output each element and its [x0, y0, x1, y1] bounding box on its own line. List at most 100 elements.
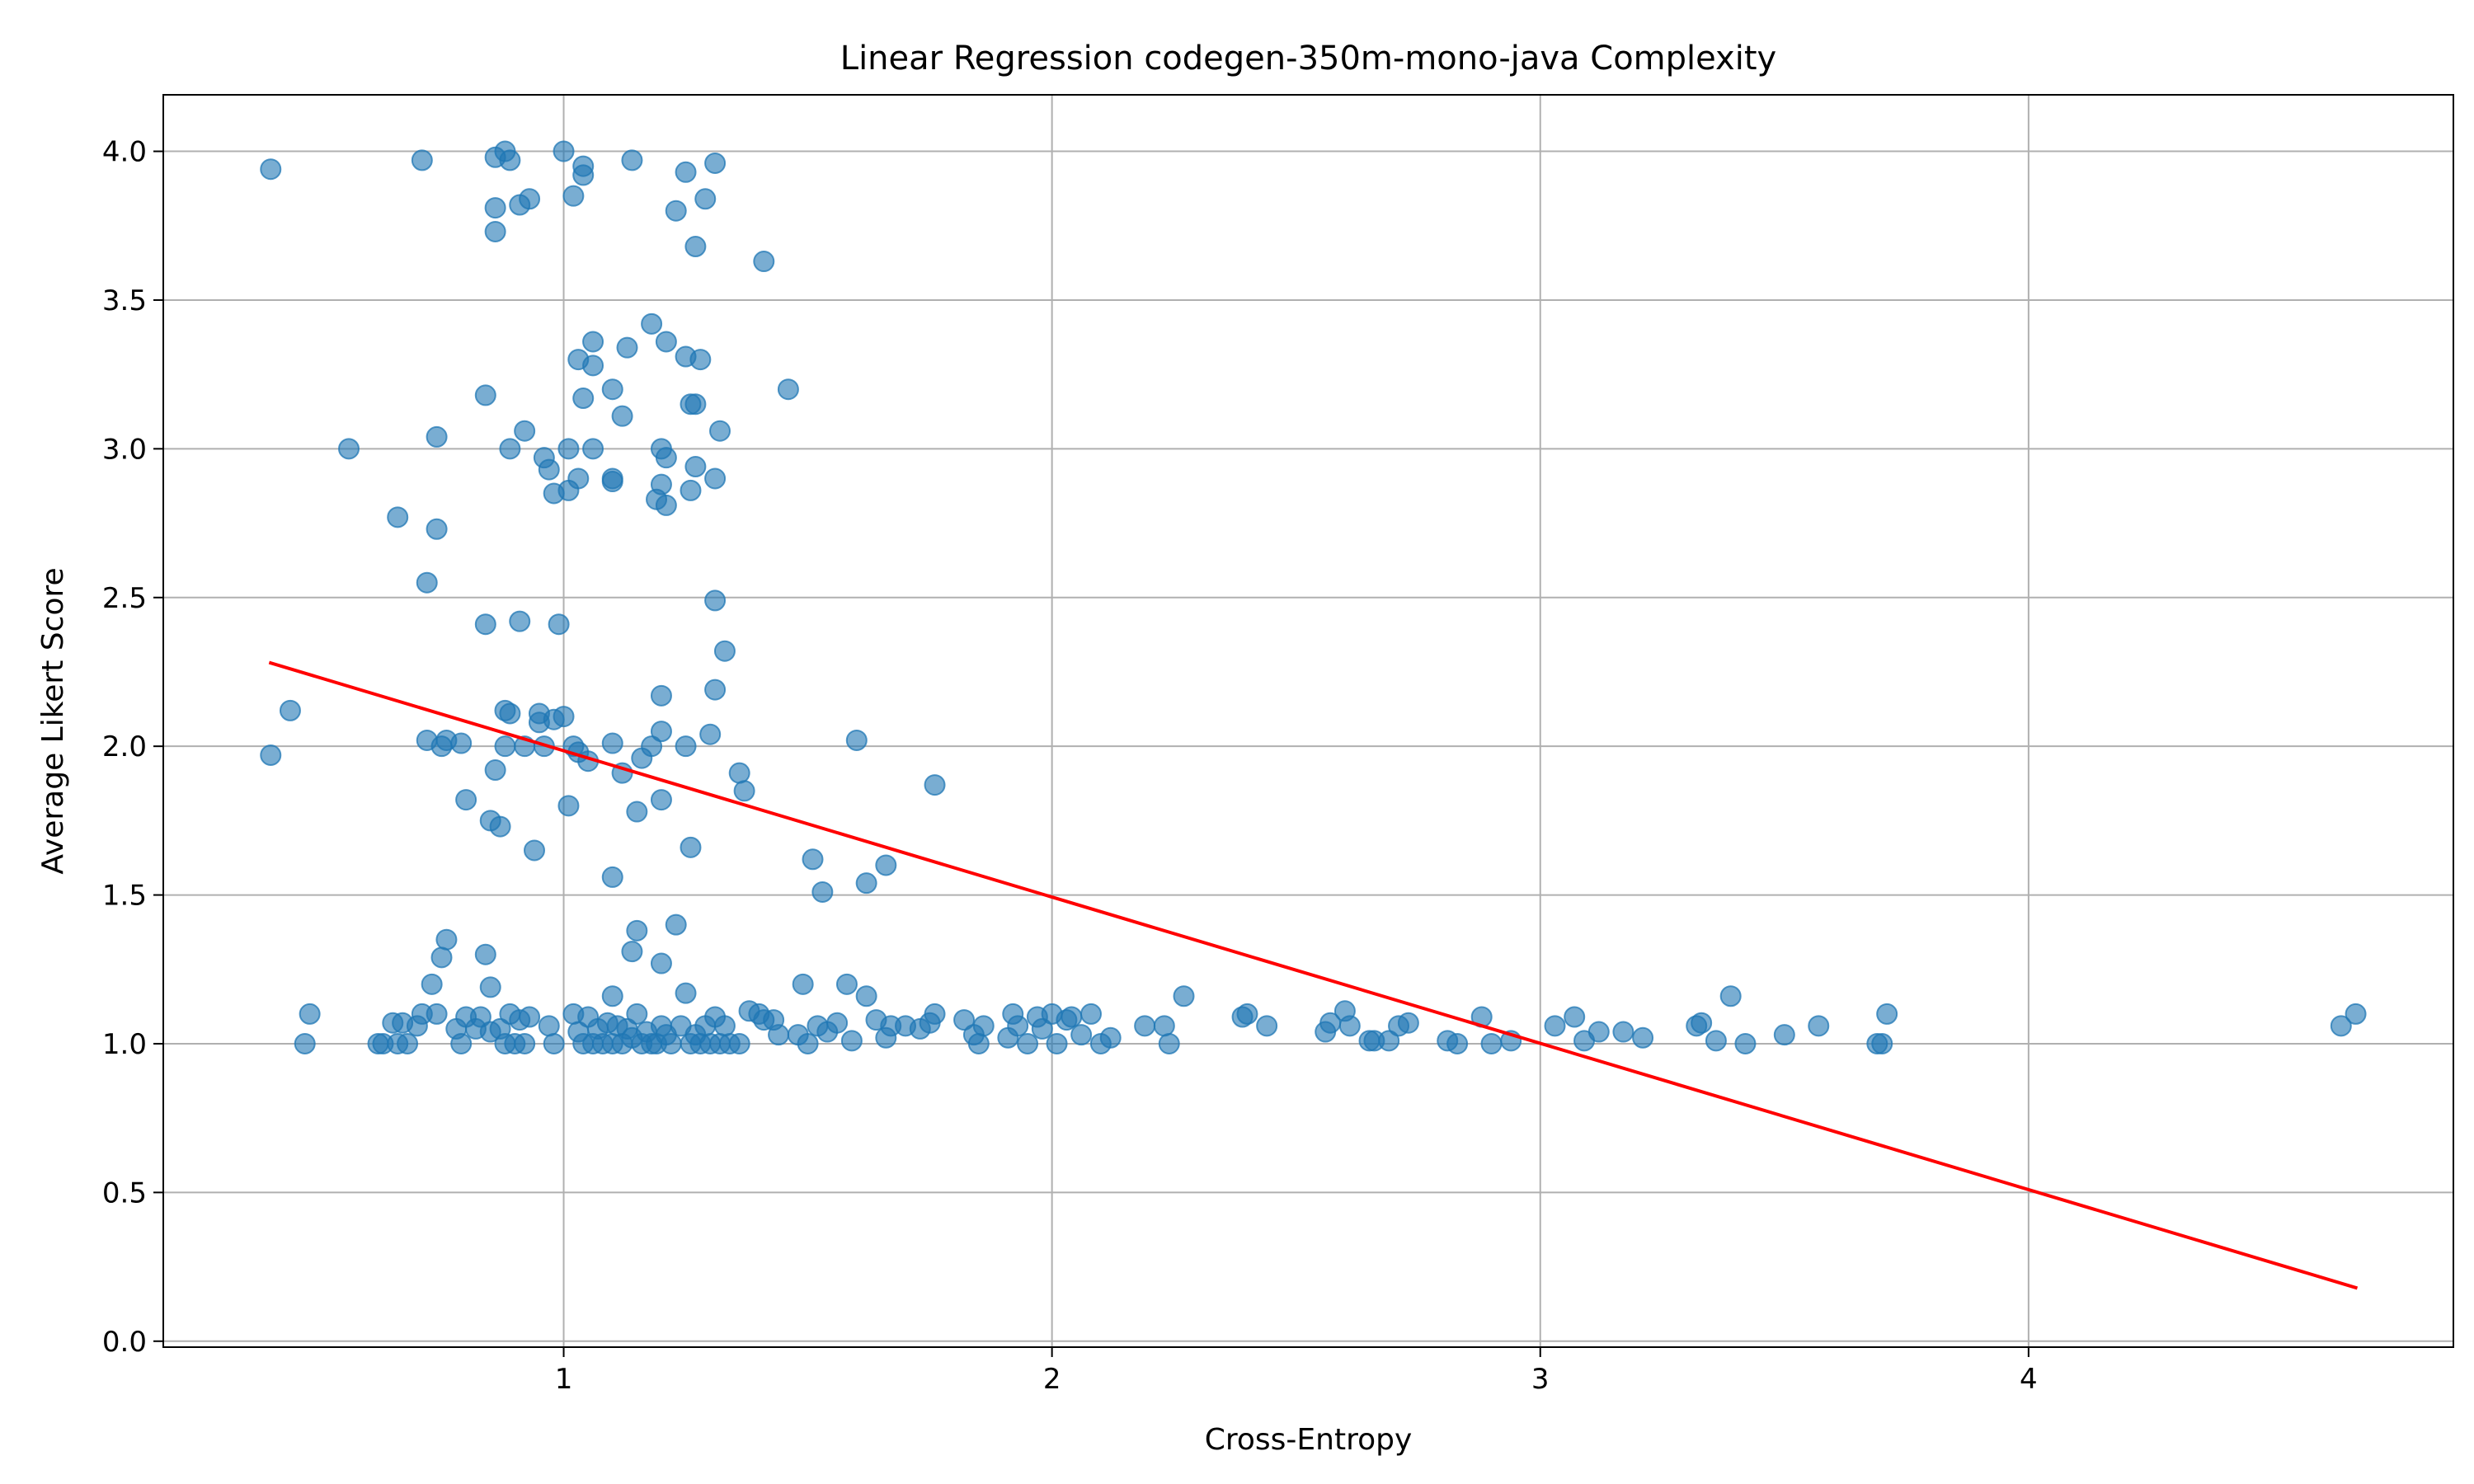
scatter-point: [474, 613, 496, 636]
scatter-point: [1236, 1003, 1258, 1025]
y-tick-label: 2.5: [102, 582, 147, 615]
scatter-point: [680, 393, 702, 416]
scatter-point: [1099, 1026, 1122, 1049]
scatter-point: [543, 1032, 565, 1054]
scatter-point: [1632, 1026, 1654, 1049]
scatter-point: [1061, 1006, 1083, 1028]
scatter-point: [514, 420, 536, 442]
scatter-point: [665, 913, 687, 936]
scatter-point: [855, 985, 877, 1007]
scatter-point: [621, 941, 643, 963]
x-tick-label: 4: [2020, 1363, 2038, 1396]
scatter-point: [684, 456, 707, 478]
scatter-point: [548, 613, 570, 636]
scatter-point: [626, 919, 648, 942]
scatter-point: [528, 711, 550, 734]
y-tick-label: 4.0: [102, 136, 147, 169]
scatter-point: [728, 1032, 750, 1054]
scatter-point: [499, 438, 521, 460]
scatter-point: [704, 679, 727, 701]
scatter-point: [557, 479, 580, 501]
scatter-point: [1446, 1032, 1469, 1054]
scatter-point: [650, 952, 672, 974]
scatter-point: [582, 331, 604, 353]
scatter-point: [484, 197, 506, 219]
scatter-point: [509, 610, 531, 632]
y-tick-label: 1.0: [102, 1028, 147, 1061]
scatter-point: [499, 149, 521, 171]
scatter-point: [1017, 1032, 1039, 1054]
scatter-point: [519, 1006, 541, 1028]
scatter-point: [924, 774, 946, 796]
scatter-point: [650, 789, 672, 811]
scatter-point: [694, 188, 717, 210]
scatter-point: [553, 140, 575, 162]
scatter-point: [538, 1015, 560, 1037]
scatter-point: [675, 161, 697, 183]
scatter-point: [626, 801, 648, 823]
scatter-point: [1338, 1015, 1361, 1037]
x-tick-label: 1: [555, 1363, 573, 1396]
scatter-point: [426, 1003, 448, 1025]
scatter-point: [1397, 1012, 1419, 1034]
scatter-points: [260, 140, 2367, 1054]
scatter-point: [2330, 1015, 2352, 1037]
scatter-point: [704, 467, 727, 490]
scatter-point: [713, 640, 736, 662]
scatter-point: [626, 1003, 648, 1025]
scatter-point: [474, 943, 496, 965]
scatter-point: [469, 1006, 492, 1028]
scatter-point: [616, 336, 638, 359]
scatter-point: [1876, 1003, 1898, 1025]
scatter-point: [875, 854, 897, 876]
scatter-point: [1256, 1015, 1278, 1037]
y-axis-label: Average Likert Score: [36, 567, 70, 874]
scatter-point: [411, 149, 433, 171]
scatter-point: [1070, 1024, 1093, 1046]
scatter-point: [855, 872, 877, 895]
scatter-point: [650, 684, 672, 707]
scatter-point: [665, 200, 687, 222]
scatter-point: [279, 699, 301, 721]
scatter-point: [557, 438, 580, 460]
scatter-point: [450, 1032, 473, 1054]
scatter-point: [1587, 1021, 1610, 1043]
scatter-point: [1378, 1030, 1400, 1052]
scatter-point: [704, 152, 727, 174]
scatter-point: [1158, 1032, 1180, 1054]
scatter-point: [802, 848, 824, 871]
scatter-point: [621, 149, 643, 171]
scatter-point: [713, 1015, 736, 1037]
scatter-point: [2345, 1003, 2367, 1025]
scatter-point: [728, 762, 750, 784]
scatter-point: [601, 378, 623, 401]
scatter-point: [753, 251, 775, 273]
scatter-point: [435, 928, 458, 951]
scatter-point: [1007, 1015, 1029, 1037]
scatter-point: [768, 1024, 790, 1046]
scatter-point: [1705, 1030, 1727, 1052]
scatter-point: [953, 1009, 976, 1031]
scatter-point: [450, 732, 473, 754]
scatter-point: [557, 795, 580, 817]
scatter-point: [845, 729, 868, 751]
scatter-point: [1691, 1012, 1713, 1034]
scatter-point: [601, 467, 623, 490]
scatter-point: [1734, 1032, 1757, 1054]
plot-frame: [162, 94, 2454, 1348]
scatter-point: [650, 721, 672, 743]
scatter-point: [1564, 1006, 1586, 1028]
y-tick-label: 3.0: [102, 433, 147, 466]
scatter-point: [655, 331, 677, 353]
scatter-point: [582, 438, 604, 460]
scatter-point: [572, 387, 595, 410]
scatter-point: [680, 479, 702, 501]
scatter-point: [680, 836, 702, 858]
scatter-point: [797, 1032, 819, 1054]
scatter-point: [1031, 1017, 1053, 1040]
scatter-point: [582, 355, 604, 377]
scatter-point: [655, 447, 677, 469]
scatter-point: [704, 589, 727, 612]
x-tick-label: 2: [1043, 1363, 1061, 1396]
scatter-point: [1773, 1024, 1795, 1046]
